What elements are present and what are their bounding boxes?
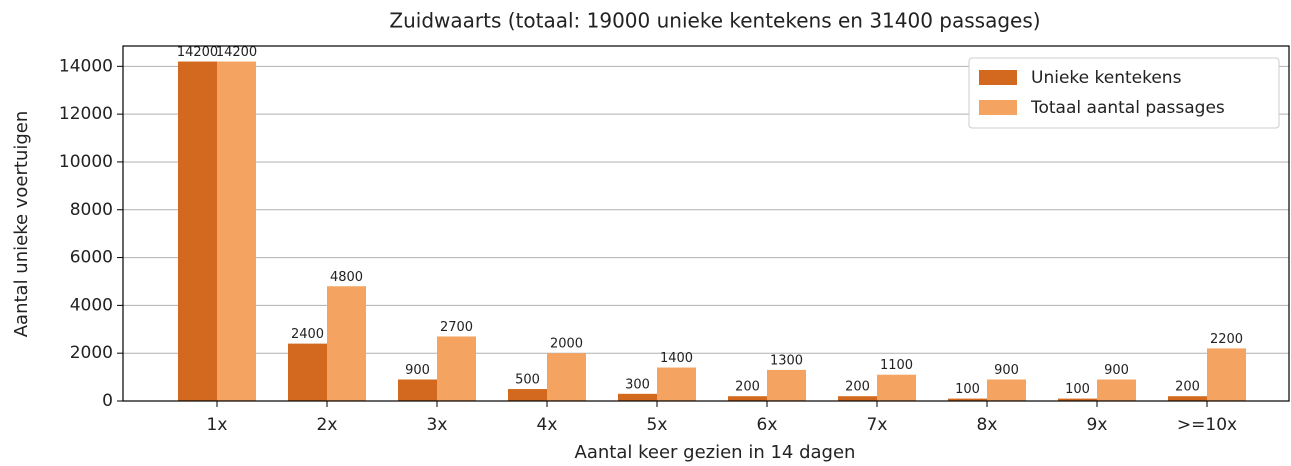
value-label: 1400 [660, 351, 693, 366]
x-tick-label: 6x [757, 415, 778, 435]
value-label: 1100 [880, 358, 913, 373]
value-label: 1300 [770, 353, 803, 368]
x-tick-label: 1x [207, 415, 228, 435]
y-tick-label: 4000 [70, 295, 113, 315]
x-tick-label: 9x [1087, 415, 1108, 435]
x-tick-label: 7x [867, 415, 888, 435]
bar [217, 61, 256, 401]
bar [1168, 396, 1207, 401]
bar [657, 367, 696, 401]
bar [838, 396, 877, 401]
value-label: 100 [1065, 382, 1090, 397]
value-label: 4800 [330, 270, 363, 285]
bar [1207, 348, 1246, 401]
y-tick-label: 0 [102, 391, 113, 411]
bar [877, 374, 916, 401]
y-tick-label: 6000 [70, 248, 113, 268]
x-tick-label: 8x [977, 415, 998, 435]
x-tick-label: >=10x [1177, 415, 1237, 435]
y-axis-title: Aantal unieke voertuigen [11, 111, 32, 338]
y-tick-label: 8000 [70, 200, 113, 220]
value-label: 2400 [291, 327, 324, 342]
value-label: 100 [955, 382, 980, 397]
value-label: 900 [1104, 363, 1129, 378]
value-label: 900 [994, 363, 1019, 378]
y-tick-label: 2000 [70, 343, 113, 363]
y-tick-label: 10000 [59, 152, 113, 172]
value-label: 500 [515, 373, 540, 388]
value-label: 2000 [550, 337, 583, 352]
plot-frame [122, 45, 1290, 402]
value-label: 14200 [177, 45, 218, 60]
x-tick-label: 2x [317, 415, 338, 435]
legend-label: Unieke kentekens [1031, 68, 1182, 88]
x-tick-label: 4x [537, 415, 558, 435]
value-label: 2200 [1210, 332, 1243, 347]
y-tick-label: 12000 [59, 104, 113, 124]
legend-label: Totaal aantal passages [1030, 98, 1225, 118]
chart-title: Zuidwaarts (totaal: 19000 unieke kenteke… [389, 9, 1040, 33]
bar [398, 379, 437, 401]
legend: Unieke kentekens Totaal aantal passages [968, 57, 1280, 129]
legend-swatch [979, 100, 1017, 115]
value-label: 14200 [216, 45, 257, 60]
value-label: 300 [625, 377, 650, 392]
legend-box [968, 57, 1280, 129]
value-label: 900 [405, 363, 430, 378]
bar [178, 61, 217, 401]
legend-swatch [979, 70, 1017, 85]
value-label: 2700 [440, 320, 473, 335]
bar [728, 396, 767, 401]
bar [508, 389, 547, 401]
value-label: 200 [1175, 380, 1200, 395]
x-axis-title: Aantal keer gezien in 14 dagen [575, 442, 856, 463]
y-tick-label: 14000 [59, 56, 113, 76]
bar [618, 393, 657, 401]
bar [987, 379, 1026, 401]
bar [1097, 379, 1136, 401]
x-tick-label: 3x [427, 415, 448, 435]
x-tick-label: 5x [647, 415, 668, 435]
value-label: 200 [845, 380, 870, 395]
bar [767, 369, 806, 401]
bar [437, 336, 476, 401]
bar [948, 398, 987, 401]
value-label: 200 [735, 380, 760, 395]
bar [547, 353, 586, 401]
bar [1058, 398, 1097, 401]
bar [327, 286, 366, 401]
bar [288, 343, 327, 401]
